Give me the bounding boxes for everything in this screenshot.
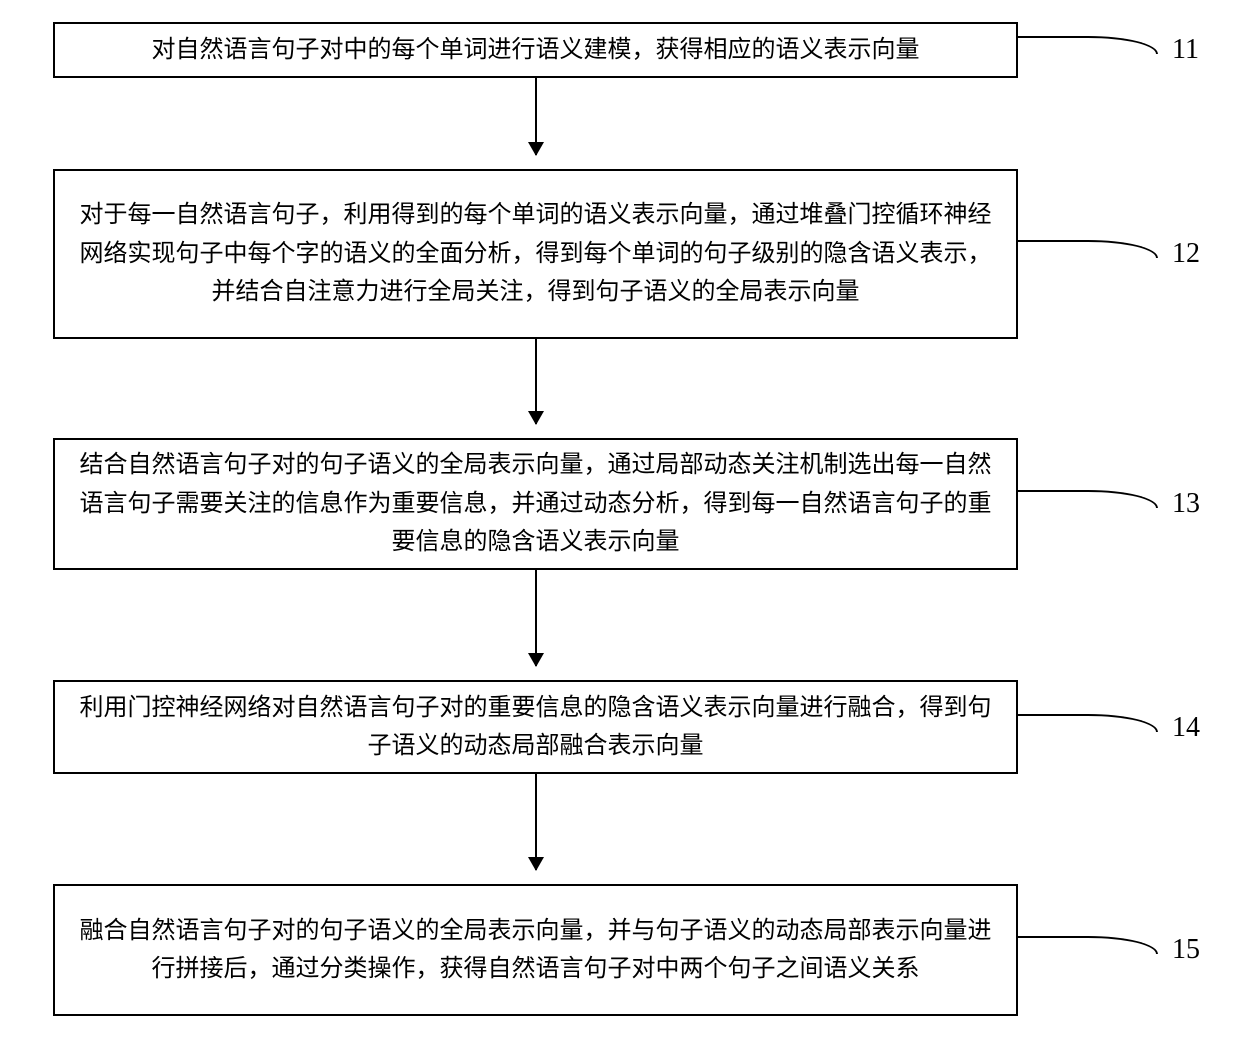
label-connector-2 <box>1018 240 1158 258</box>
step-box-3: 结合自然语言句子对的句子语义的全局表示向量，通过局部动态关注机制选出每一自然语言… <box>53 438 1018 570</box>
label-connector-5 <box>1018 936 1158 954</box>
step-text-1: 对自然语言句子对中的每个单词进行语义建模，获得相应的语义表示向量 <box>152 31 920 69</box>
flowchart-container: 对自然语言句子对中的每个单词进行语义建模，获得相应的语义表示向量 11 对于每一… <box>0 0 1240 1058</box>
step-label-1: 11 <box>1172 34 1199 66</box>
step-box-4: 利用门控神经网络对自然语言句子对的重要信息的隐含语义表示向量进行融合，得到句子语… <box>53 680 1018 774</box>
label-connector-4 <box>1018 714 1158 732</box>
arrow-1-2 <box>535 78 537 155</box>
step-text-3: 结合自然语言句子对的句子语义的全局表示向量，通过局部动态关注机制选出每一自然语言… <box>75 446 996 561</box>
step-label-5: 15 <box>1172 934 1200 966</box>
step-label-3: 13 <box>1172 488 1200 520</box>
label-connector-1 <box>1018 36 1158 54</box>
step-box-1: 对自然语言句子对中的每个单词进行语义建模，获得相应的语义表示向量 <box>53 22 1018 78</box>
arrow-3-4 <box>535 570 537 666</box>
step-text-2: 对于每一自然语言句子，利用得到的每个单词的语义表示向量，通过堆叠门控循环神经网络… <box>75 196 996 311</box>
label-connector-3 <box>1018 490 1158 508</box>
step-label-2: 12 <box>1172 238 1200 270</box>
step-box-5: 融合自然语言句子对的句子语义的全局表示向量，并与句子语义的动态局部表示向量进行拼… <box>53 884 1018 1016</box>
step-box-2: 对于每一自然语言句子，利用得到的每个单词的语义表示向量，通过堆叠门控循环神经网络… <box>53 169 1018 339</box>
step-text-4: 利用门控神经网络对自然语言句子对的重要信息的隐含语义表示向量进行融合，得到句子语… <box>75 689 996 766</box>
step-label-4: 14 <box>1172 712 1200 744</box>
arrow-4-5 <box>535 774 537 870</box>
arrow-2-3 <box>535 339 537 424</box>
step-text-5: 融合自然语言句子对的句子语义的全局表示向量，并与句子语义的动态局部表示向量进行拼… <box>75 912 996 989</box>
